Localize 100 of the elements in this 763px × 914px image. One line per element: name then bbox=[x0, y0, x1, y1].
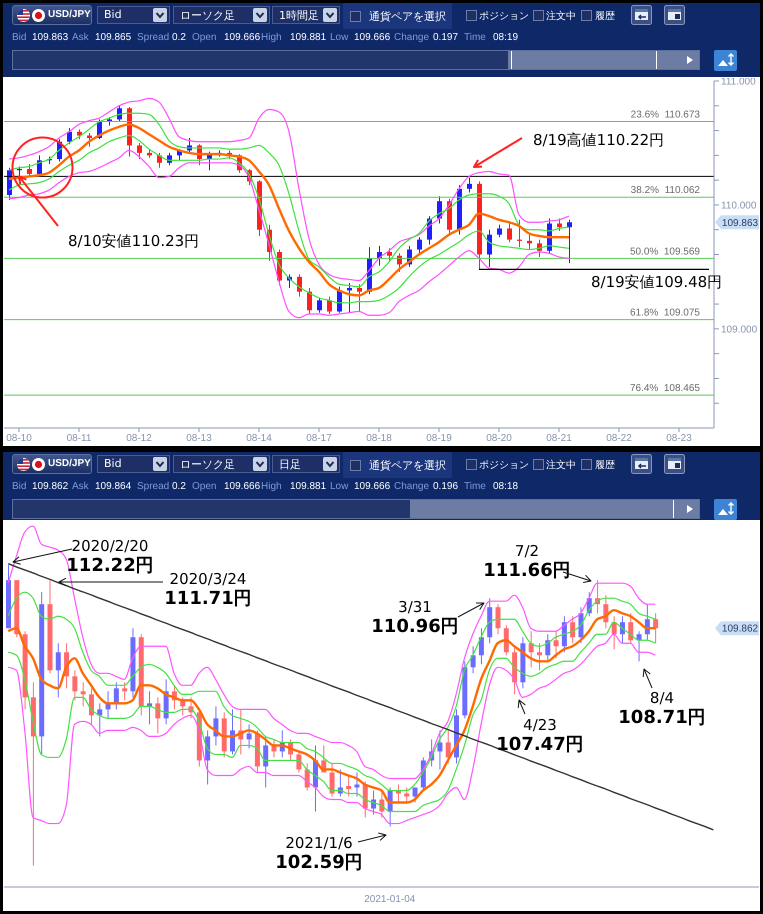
dropdown: 日足 bbox=[272, 455, 340, 473]
text: 109.666 bbox=[224, 481, 260, 492]
candlestick bbox=[296, 750, 302, 773]
candlestick bbox=[80, 682, 86, 707]
text: 2021-01-04 bbox=[364, 894, 416, 905]
text: 109.863 bbox=[32, 32, 68, 43]
text: Ask bbox=[72, 481, 89, 492]
x-tick-label: 08-14 bbox=[246, 433, 272, 444]
text: Bid bbox=[12, 481, 26, 492]
button: USD/JPY bbox=[12, 454, 92, 474]
candlestick bbox=[87, 132, 92, 148]
button: 通貨ペアを選択 bbox=[343, 3, 452, 29]
annotation: 8/19安値109.48円 bbox=[591, 272, 722, 291]
candlestick bbox=[56, 642, 61, 698]
candlestick bbox=[346, 774, 352, 797]
candlestick bbox=[527, 234, 532, 250]
candlestick bbox=[412, 786, 418, 804]
text: 注文中 bbox=[546, 458, 576, 472]
candlestick bbox=[88, 688, 94, 725]
candlestick bbox=[653, 612, 658, 644]
candlestick bbox=[628, 612, 634, 644]
text: Ask bbox=[72, 32, 89, 43]
text: High bbox=[261, 481, 282, 492]
y-tick-label: 110.000 bbox=[721, 200, 757, 212]
candlestick bbox=[528, 630, 534, 668]
candlestick bbox=[467, 177, 472, 194]
annotation: 8/10安値110.23円 bbox=[68, 232, 200, 250]
text: 履歴 bbox=[595, 10, 615, 23]
text: ポジション bbox=[479, 10, 529, 23]
candlestick bbox=[307, 287, 312, 314]
text: High bbox=[261, 32, 282, 43]
dropdown: 1時間足 bbox=[272, 6, 340, 24]
candlestick bbox=[317, 297, 322, 314]
dropdown: ローソク足 bbox=[173, 6, 270, 24]
text: 履歴 bbox=[595, 459, 615, 472]
candlestick bbox=[497, 224, 502, 238]
ref-line-label: 76.4% 108.465 bbox=[630, 383, 700, 394]
x-tick-label: 08-13 bbox=[186, 433, 212, 444]
annotation: 2020/3/24 111.71円 bbox=[164, 570, 252, 609]
text: 109.881 bbox=[290, 32, 326, 43]
candlestick bbox=[446, 730, 451, 764]
x-tick-label: 08-21 bbox=[546, 433, 572, 444]
candlestick bbox=[122, 682, 128, 701]
text: Time bbox=[464, 481, 486, 492]
candlestick bbox=[517, 219, 522, 248]
candlestick bbox=[137, 142, 142, 160]
candlestick bbox=[404, 786, 410, 804]
x-tick-label: 08-19 bbox=[426, 433, 452, 444]
annotation: 4/23 107.47円 bbox=[496, 716, 584, 755]
text: Low bbox=[330, 481, 348, 492]
button: 通貨ペアを選択 bbox=[343, 452, 452, 478]
candlestick bbox=[545, 634, 550, 662]
text: 0.197 bbox=[433, 32, 458, 43]
x-tick-label: 08-12 bbox=[126, 433, 152, 444]
candlestick bbox=[114, 682, 119, 710]
candlestick bbox=[496, 604, 501, 635]
annotation: 8/19高値110.22円 bbox=[533, 130, 664, 149]
candlestick bbox=[397, 252, 402, 272]
text: Low bbox=[330, 32, 348, 43]
candlestick bbox=[437, 730, 442, 770]
text: 08:19 bbox=[493, 32, 518, 43]
dropdown: Bid bbox=[97, 455, 170, 473]
candlestick bbox=[263, 736, 268, 788]
text: Change bbox=[394, 32, 430, 43]
candlestick bbox=[97, 702, 102, 737]
ref-line-label: 50.0% 109.569 bbox=[630, 246, 700, 258]
candlestick bbox=[327, 296, 332, 314]
text: Time bbox=[464, 32, 486, 43]
annotation: 109.862 bbox=[722, 624, 759, 635]
candlestick bbox=[417, 236, 422, 255]
text: Open bbox=[192, 32, 216, 43]
text: 109.862 bbox=[32, 481, 68, 492]
text: 注文中 bbox=[546, 10, 576, 23]
x-tick-label: 08-18 bbox=[366, 433, 392, 444]
text: 0.196 bbox=[433, 481, 458, 492]
x-tick-label: 08-11 bbox=[66, 433, 92, 444]
ref-line-label: 61.8% 109.075 bbox=[630, 308, 700, 319]
candlestick bbox=[357, 284, 362, 312]
candlestick bbox=[387, 248, 392, 262]
x-tick-label: 08-17 bbox=[306, 433, 332, 444]
candlestick bbox=[554, 630, 559, 659]
annotation: 2021/1/6 102.59円 bbox=[275, 834, 363, 873]
text: 109.881 bbox=[290, 481, 326, 492]
candlestick bbox=[157, 152, 162, 168]
text: Spread bbox=[137, 481, 170, 492]
text: Bid bbox=[12, 32, 26, 43]
candlestick bbox=[636, 630, 642, 662]
x-tick-label: 08-22 bbox=[606, 433, 632, 444]
button: USD/JPY bbox=[12, 5, 92, 25]
text: 109.864 bbox=[95, 481, 132, 492]
text: ポジション bbox=[479, 459, 529, 472]
text: Spread bbox=[137, 32, 170, 43]
candlestick bbox=[487, 229, 492, 268]
x-tick-label: 08-10 bbox=[6, 433, 32, 444]
candlestick bbox=[27, 164, 32, 177]
candlestick bbox=[246, 724, 252, 749]
candlestick bbox=[155, 696, 160, 734]
x-tick-label: 08-23 bbox=[666, 433, 692, 444]
text: 109.666 bbox=[224, 32, 260, 43]
candlestick bbox=[354, 772, 360, 797]
